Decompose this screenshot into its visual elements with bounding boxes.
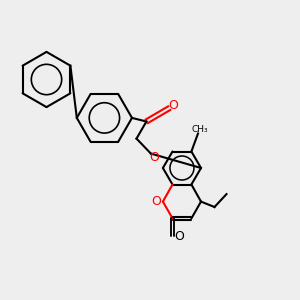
Text: O: O (174, 230, 184, 244)
Text: O: O (169, 99, 178, 112)
Text: O: O (149, 151, 159, 164)
Text: CH₃: CH₃ (191, 125, 208, 134)
Text: O: O (152, 195, 161, 208)
